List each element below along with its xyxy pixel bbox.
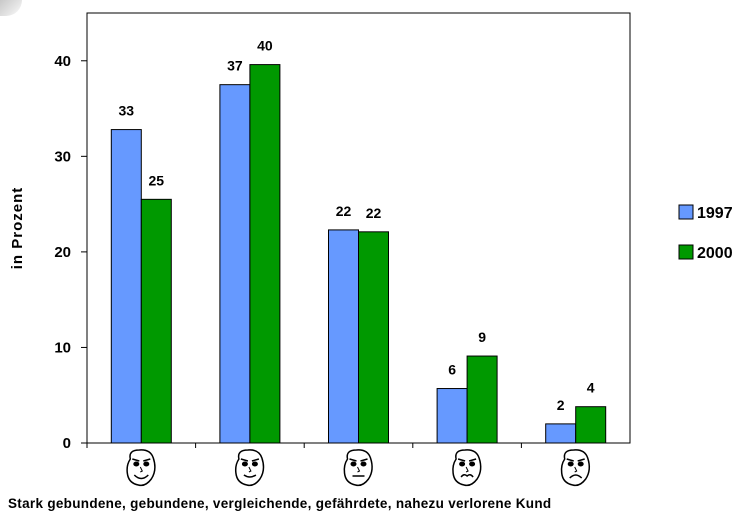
bar-2000-1 [249, 64, 281, 444]
data-labels: 33 25 37 40 22 22 6 9 2 4 [119, 38, 595, 413]
y-axis-title: in Prozent [9, 187, 26, 270]
bar-1997-2 [328, 229, 359, 444]
data-label-2000-1: 40 [257, 38, 273, 54]
data-label-1997-1: 37 [227, 58, 243, 74]
legend-label-1997: 1997 [697, 205, 733, 222]
happy-face-icon [234, 449, 265, 487]
legend-label-2000: 2000 [697, 245, 733, 262]
y-axis: 0 10 20 30 40 [54, 53, 87, 452]
y-tick-label: 40 [54, 53, 71, 70]
bar-1997-3 [436, 388, 468, 444]
data-label-2000-0: 25 [149, 172, 165, 188]
y-tick-label: 20 [54, 244, 71, 261]
bar-2000-2 [358, 231, 389, 444]
sad-face-icon [560, 449, 591, 487]
category-icons [126, 449, 591, 487]
data-label-2000-2: 22 [366, 205, 382, 221]
data-label-1997-4: 2 [557, 397, 565, 413]
data-label-2000-3: 9 [478, 329, 486, 345]
data-label-1997-3: 6 [448, 362, 456, 378]
legend-swatch-2000 [678, 244, 694, 260]
data-label-2000-4: 4 [587, 380, 595, 396]
bar-1997-0 [110, 129, 142, 444]
y-tick-label: 10 [54, 339, 71, 356]
data-label-1997-0: 33 [119, 103, 135, 119]
bar-2000-4 [575, 406, 607, 444]
data-label-1997-2: 22 [336, 203, 352, 219]
y-tick-label: 0 [63, 435, 71, 452]
bar-2000-3 [466, 355, 498, 444]
very-happy-face-icon [126, 449, 156, 487]
legend-swatch-1997 [678, 204, 694, 220]
bar-2000-0 [140, 198, 172, 444]
bar-1997-1 [219, 84, 251, 444]
bars [86, 64, 607, 448]
page-curl-decoration [0, 0, 22, 16]
bar-1997-4 [545, 423, 577, 444]
neutral-face-icon [343, 449, 373, 487]
legend: 1997 2000 [678, 204, 733, 262]
y-tick-label: 30 [54, 148, 71, 165]
category-caption: Stark gebundene, gebundene, vergleichend… [8, 496, 552, 511]
worried-face-icon [452, 449, 482, 487]
